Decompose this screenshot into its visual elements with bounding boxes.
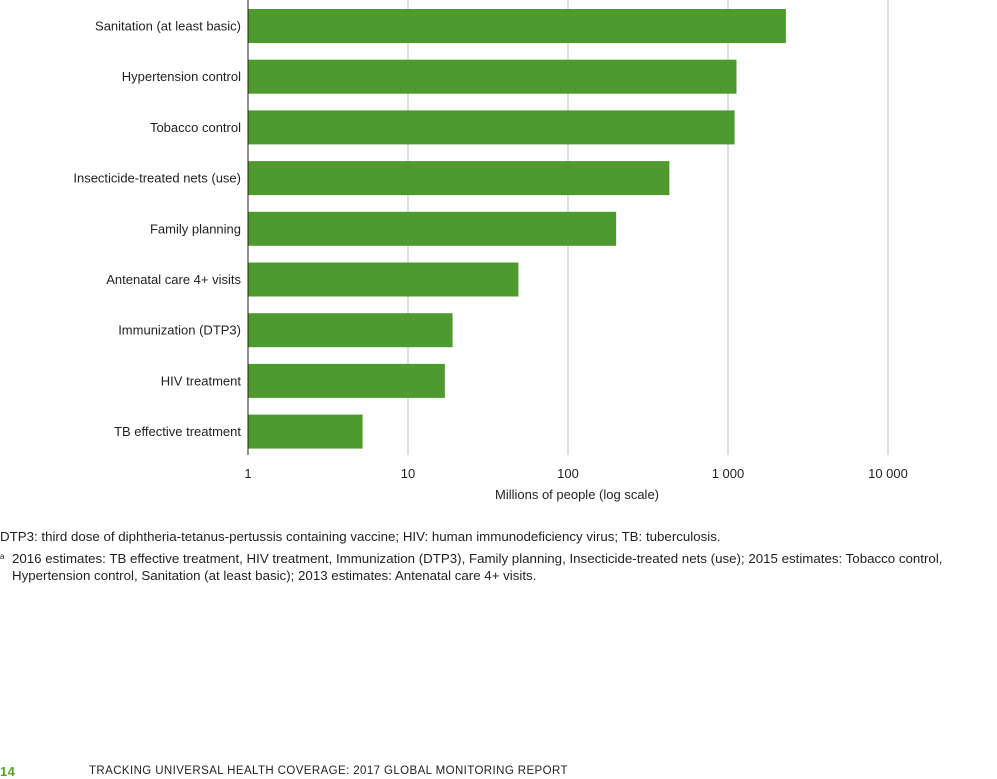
category-label: Tobacco control xyxy=(150,120,241,135)
category-label: TB effective treatment xyxy=(114,424,241,439)
bar xyxy=(248,363,445,398)
category-label: Hypertension control xyxy=(122,69,241,84)
abbreviations-note: DTP3: third dose of diphtheria-tetanus-p… xyxy=(0,529,721,544)
bars xyxy=(248,9,786,449)
bar xyxy=(248,59,737,94)
category-label: HIV treatment xyxy=(161,373,242,388)
category-label: Family planning xyxy=(150,221,241,236)
bar xyxy=(248,262,519,297)
category-label: Insecticide-treated nets (use) xyxy=(73,171,241,186)
bar xyxy=(248,9,786,43)
bar xyxy=(248,313,453,348)
chart-notes: DTP3: third dose of diphtheria-tetanus-p… xyxy=(0,528,997,589)
bar-chart: Sanitation (at least basic) Hypertension … xyxy=(73,0,908,502)
x-tick-label: 1 000 xyxy=(712,466,745,481)
x-tick-label: 10 000 xyxy=(868,466,908,481)
x-tick-label: 10 xyxy=(401,466,415,481)
x-tick-labels: 1 10 100 1 000 10 000 xyxy=(244,466,908,481)
page-number: 14 xyxy=(0,764,16,779)
report-title: TRACKING UNIVERSAL HEALTH COVERAGE: 2017… xyxy=(89,765,568,777)
footnote-marker: a xyxy=(0,552,5,561)
x-tick-label: 1 xyxy=(244,466,251,481)
x-tick-label: 100 xyxy=(557,466,579,481)
category-labels: Sanitation (at least basic) Hypertension … xyxy=(73,19,241,440)
category-label: Antenatal care 4+ visits xyxy=(106,272,241,287)
category-label: Immunization (DTP3) xyxy=(118,323,241,338)
category-label: Sanitation (at least basic) xyxy=(95,19,241,34)
bar xyxy=(248,211,617,246)
x-axis-title: Millions of people (log scale) xyxy=(495,487,659,502)
bar xyxy=(248,161,670,196)
bar xyxy=(248,414,363,449)
bar xyxy=(248,110,735,145)
footnote: a 2016 estimates: TB effective treatment… xyxy=(0,550,997,584)
footnote-text: 2016 estimates: TB effective treatment, … xyxy=(12,551,943,583)
